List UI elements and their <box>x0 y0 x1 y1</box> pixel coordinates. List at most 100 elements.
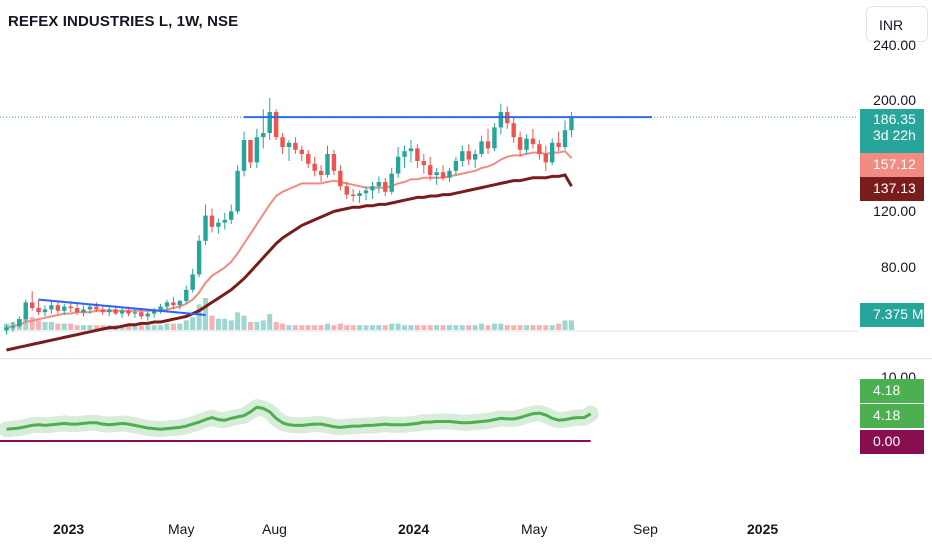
candle-body <box>10 326 16 328</box>
volume-bar <box>254 322 260 330</box>
candle-body <box>235 170 240 212</box>
candle-body <box>248 140 253 163</box>
volume-bar <box>222 318 228 330</box>
candle-body <box>158 306 163 311</box>
candle-body <box>543 154 548 163</box>
y-tick-120: 120.00 <box>873 203 916 219</box>
candle-body <box>524 138 529 150</box>
candle-body <box>492 127 497 149</box>
ema-slow-tag: 137.13 <box>860 177 924 201</box>
candle-body <box>190 274 195 290</box>
volume-bar <box>170 323 176 330</box>
volume-bar <box>55 323 61 330</box>
x-tick-aug: Aug <box>262 521 287 537</box>
volume-bar <box>562 320 568 330</box>
candle-body <box>498 112 504 128</box>
volume-bar <box>472 325 478 330</box>
candle-body <box>68 306 73 308</box>
candle-body <box>569 117 574 131</box>
candle-body <box>331 154 337 171</box>
candle-body <box>177 301 183 306</box>
volume-bar <box>280 323 286 330</box>
volume-bar <box>164 323 170 330</box>
volume-bar <box>87 325 93 330</box>
volume-bar <box>414 325 420 330</box>
candle-body <box>81 309 86 313</box>
candle-body <box>222 219 227 223</box>
volume-bar <box>568 320 574 330</box>
y-tick-240: 240.00 <box>873 37 916 53</box>
candle-body <box>203 215 208 241</box>
candle-body <box>286 142 292 147</box>
y-tick-80: 80.00 <box>880 259 916 275</box>
volume-bar <box>459 325 465 330</box>
candle-body <box>440 172 446 178</box>
volume-bar <box>408 325 414 330</box>
volume-bar <box>292 325 298 330</box>
volume-bar <box>363 325 369 330</box>
x-tick-sep: Sep <box>633 521 658 537</box>
x-tick-may-2023: May <box>168 521 195 537</box>
candle-body <box>466 151 471 160</box>
candle-body <box>164 302 170 307</box>
x-tick-2025: 2025 <box>747 521 779 537</box>
candle-body <box>184 289 189 301</box>
candle-body <box>562 130 568 147</box>
volume-bar <box>61 323 67 330</box>
candle-body <box>550 142 555 163</box>
volume-bar <box>177 323 183 330</box>
candle-body <box>151 310 157 314</box>
last-price-value: 186.35 <box>873 111 916 127</box>
volume-bar <box>125 325 131 330</box>
candle-body <box>408 148 414 152</box>
volume-bar <box>299 325 305 330</box>
candle-body <box>556 142 561 147</box>
volume-bar <box>350 325 356 330</box>
volume-bar <box>68 323 74 330</box>
candle-body <box>325 154 330 175</box>
candle-body <box>139 312 144 317</box>
volume-bar <box>196 304 202 330</box>
candle-body <box>94 306 99 310</box>
candle-body <box>395 156 401 174</box>
volume-bar <box>29 317 35 330</box>
volume-bar <box>479 323 485 330</box>
candle-body <box>62 306 67 311</box>
volume-bar <box>389 323 395 330</box>
volume-bar <box>427 325 433 330</box>
candle-body <box>370 186 375 191</box>
candle-body <box>17 319 22 327</box>
volume-bar <box>325 323 330 330</box>
candle-body <box>293 142 298 150</box>
candle-body <box>350 194 356 196</box>
last-price-tag: 186.35 3d 22h <box>860 109 924 153</box>
candle-body <box>241 140 247 171</box>
volume-bar <box>504 325 510 330</box>
volume-bar <box>434 325 440 330</box>
pane-separator[interactable] <box>0 358 932 359</box>
currency-button[interactable]: INR <box>866 6 928 42</box>
volume-bar <box>421 325 427 330</box>
candle-body <box>357 193 362 196</box>
volume-bar <box>158 325 164 330</box>
candle-body <box>4 327 9 331</box>
volume-bar <box>42 322 48 330</box>
candle-body <box>485 141 491 149</box>
volume-bar <box>151 325 157 330</box>
volume-bar <box>286 325 292 330</box>
candle-body <box>74 308 80 313</box>
ema-fast-line <box>6 150 573 329</box>
volume-bar <box>132 325 138 330</box>
candle-body <box>42 309 48 313</box>
candle-body <box>273 112 279 138</box>
volume-bar <box>331 325 337 330</box>
candle-body <box>132 312 138 314</box>
candle-body <box>318 170 324 175</box>
bar-countdown: 3d 22h <box>873 127 916 143</box>
volume-bar <box>530 325 536 330</box>
volume-bar <box>312 325 318 330</box>
candle-body <box>338 170 343 187</box>
candle-body <box>254 137 260 163</box>
volume-bar <box>93 325 99 330</box>
